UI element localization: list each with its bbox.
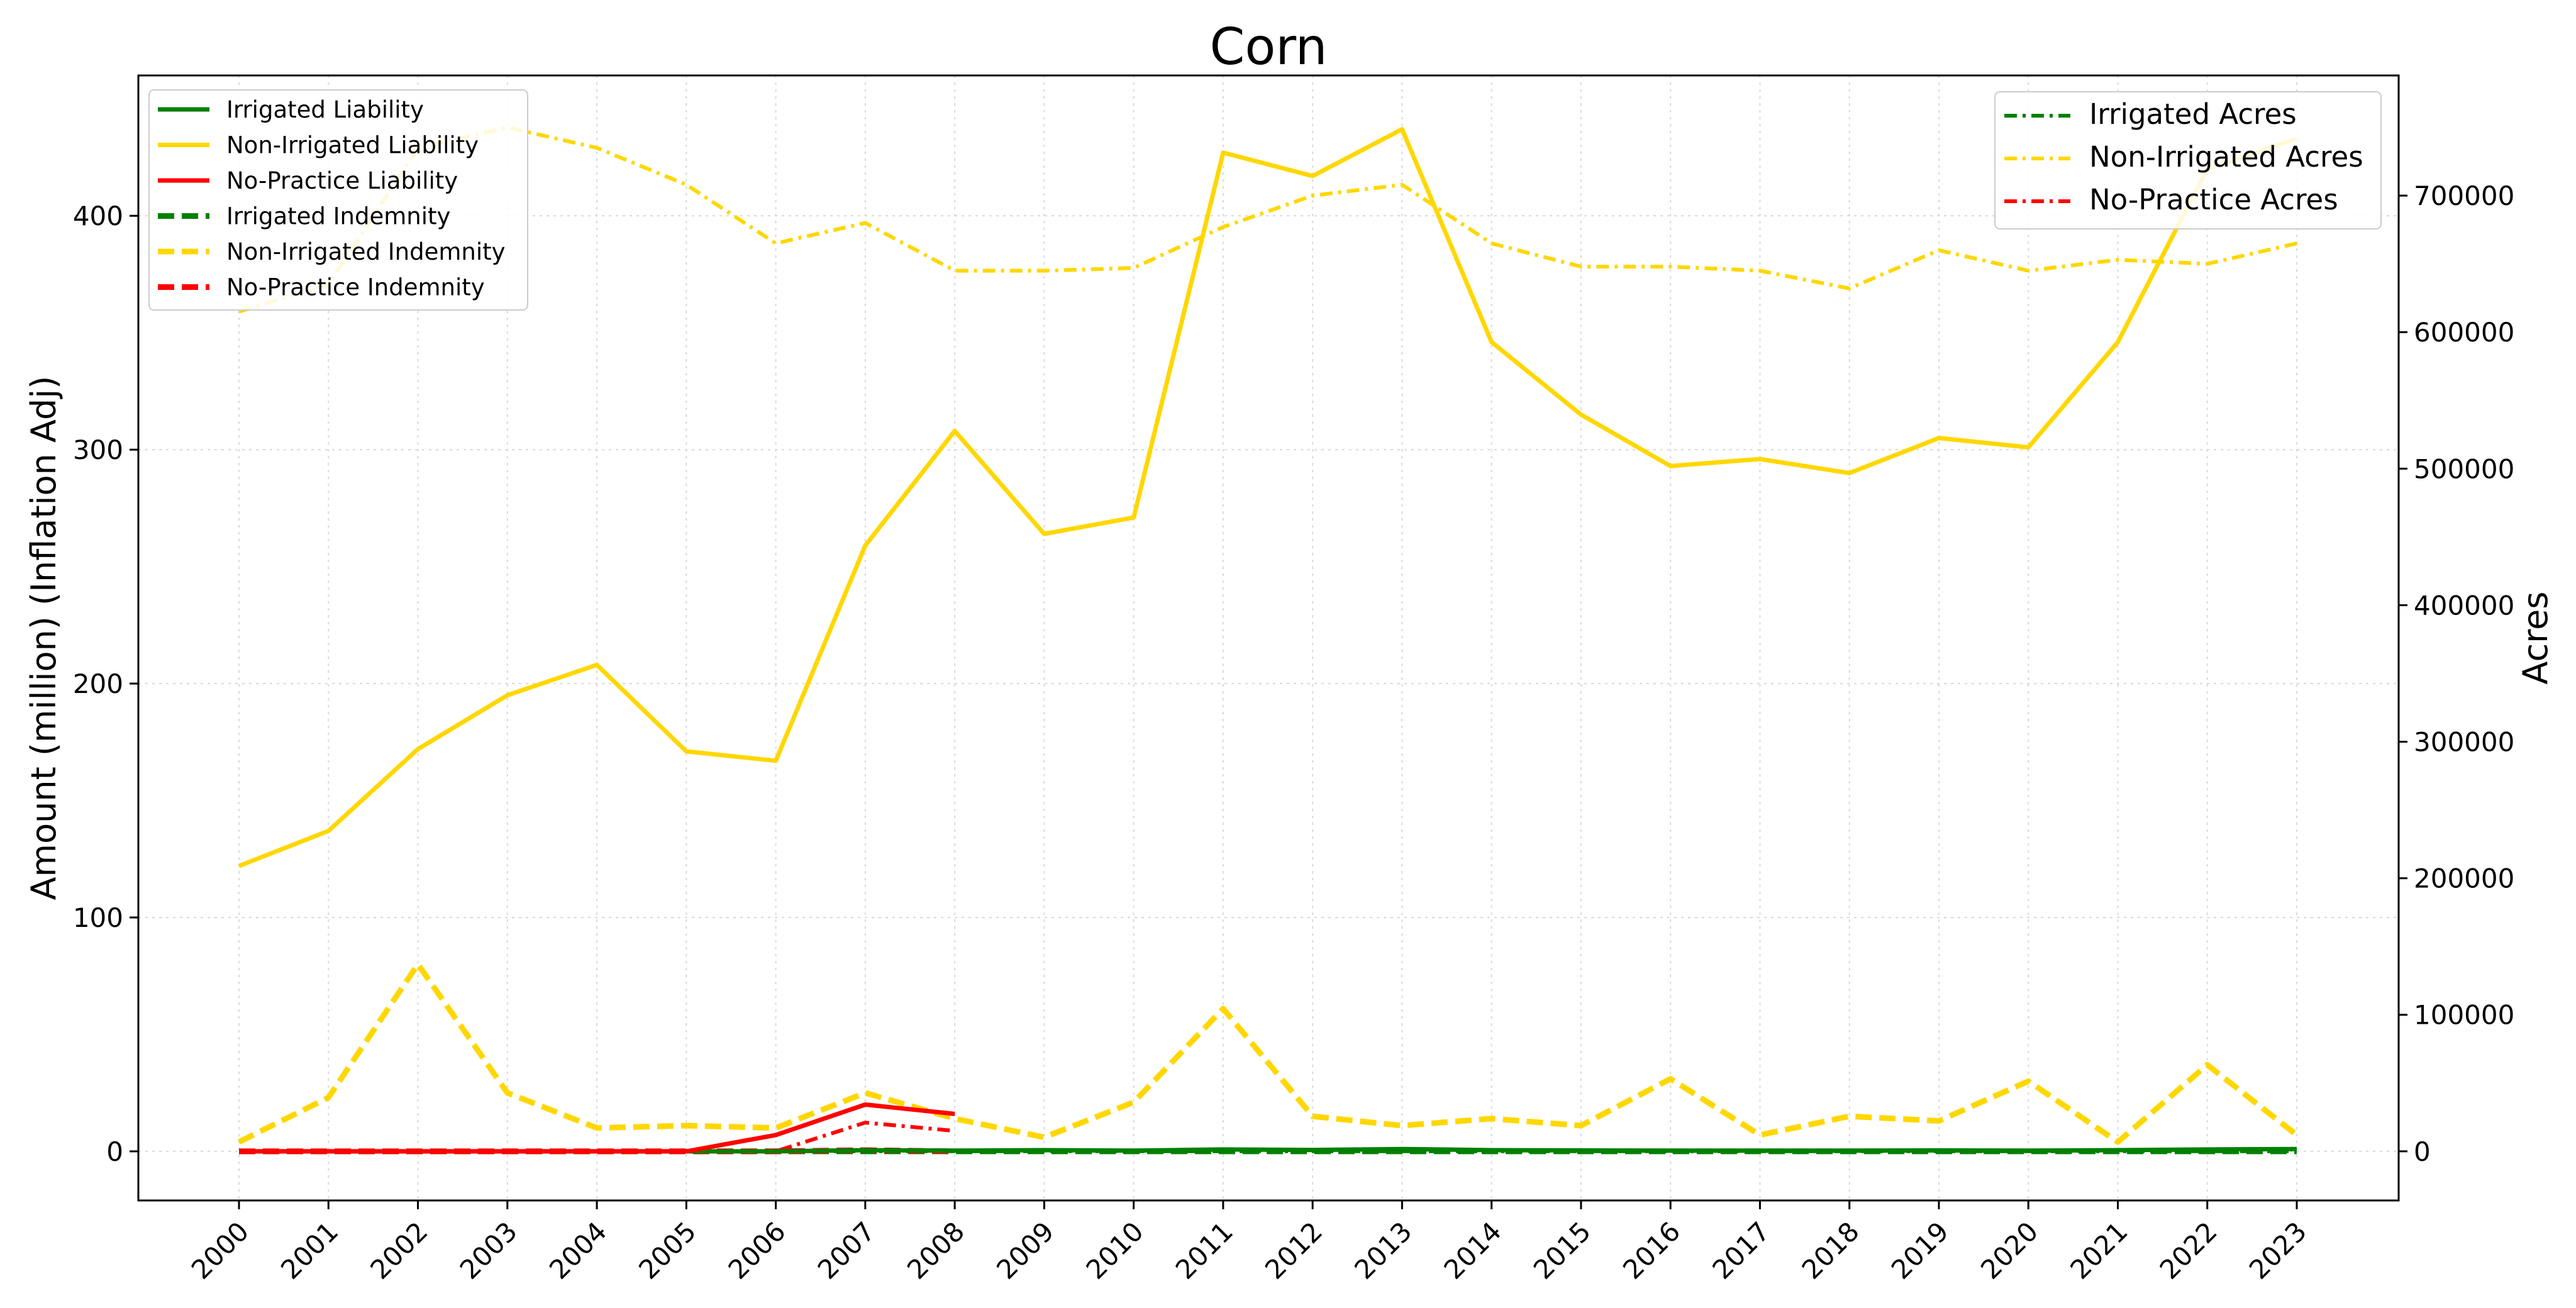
y-right-tick-label: 0 xyxy=(2414,1136,2431,1167)
legend-label: Irrigated Indemnity xyxy=(226,203,450,230)
legend-label: No-Practice Indemnity xyxy=(226,274,485,301)
plot-frame xyxy=(137,74,2400,1202)
legend-frame xyxy=(148,89,528,311)
legend-left: Irrigated Liability Non-Irrigated Liabili… xyxy=(148,89,528,311)
legend-label: Non-Irrigated Indemnity xyxy=(226,238,506,265)
y-left-tick-label: 0 xyxy=(106,1136,123,1167)
plot-series xyxy=(237,125,2299,1155)
y-axis-right-label: Acres xyxy=(2516,591,2555,684)
series-line-non-irrigated-acres xyxy=(238,125,2297,314)
y-axis-left: 0 100 200 300 400 xyxy=(73,201,138,1167)
legend-frame xyxy=(1994,91,2382,230)
y-axis-left-label: Amount (million) (Inflation Adj) xyxy=(24,376,64,901)
y-right-tick-label: 300000 xyxy=(2414,727,2514,758)
y-right-tick-label: 400000 xyxy=(2414,590,2514,621)
legend-label: Non-Irrigated Liability xyxy=(226,132,479,159)
y-left-tick-label: 200 xyxy=(73,668,123,699)
legend-label: No-Practice Liability xyxy=(226,167,458,194)
legend-label: No-Practice Acres xyxy=(2089,183,2338,216)
y-right-tick-label: 600000 xyxy=(2414,317,2514,348)
legend-right: Irrigated Acres Non-Irrigated Acres No-Pra… xyxy=(1994,91,2382,230)
series-line-no-practice-liability xyxy=(239,1102,955,1154)
y-right-tick-label: 700000 xyxy=(2414,180,2514,211)
y-left-tick-label: 300 xyxy=(73,435,123,465)
y-left-tick-label: 400 xyxy=(73,201,123,231)
chart-title: Corn xyxy=(1210,18,1328,76)
legend-label: Irrigated Acres xyxy=(2089,97,2297,131)
legend-label: Irrigated Liability xyxy=(226,96,424,123)
y-right-tick-label: 500000 xyxy=(2414,453,2514,484)
y-right-tick-label: 100000 xyxy=(2414,1000,2514,1031)
series-line-non-irrigated-liability xyxy=(238,127,2298,868)
legend-label: Non-Irrigated Acres xyxy=(2089,140,2363,174)
y-right-tick-label: 200000 xyxy=(2414,863,2514,894)
y-axis-right: 0 100000 200000 300000 400000 500000 600000 700… xyxy=(2399,180,2514,1167)
y-left-tick-label: 100 xyxy=(73,902,123,933)
series-line-non-irrigated-indemnity xyxy=(237,961,2299,1145)
